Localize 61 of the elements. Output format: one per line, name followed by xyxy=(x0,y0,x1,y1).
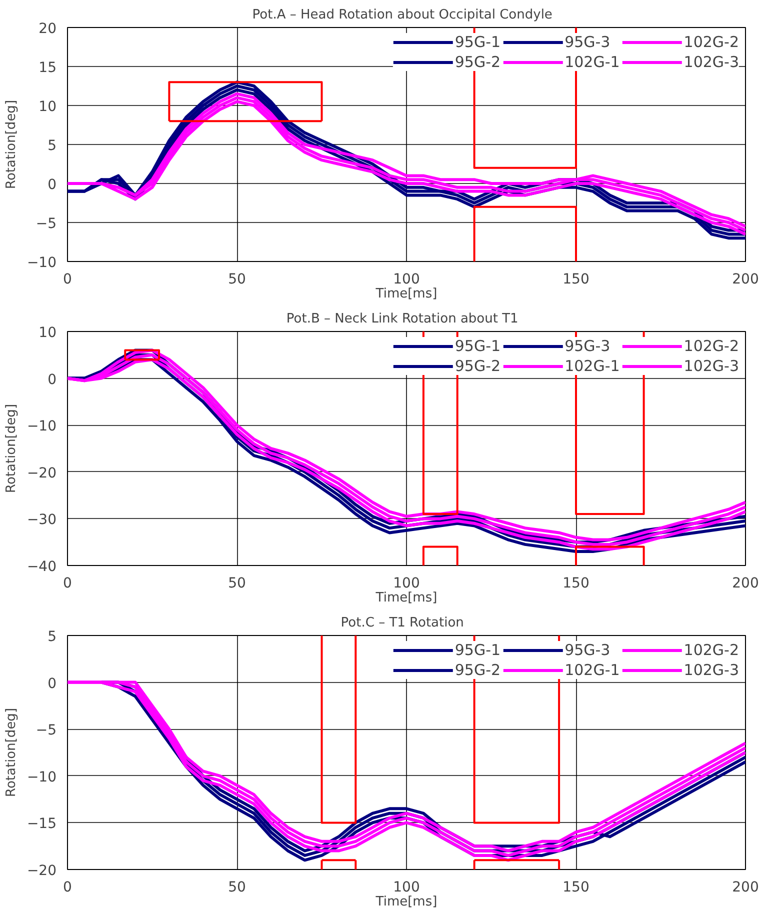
legend-label: 95G-1 xyxy=(454,641,501,659)
y-tick-label: 10 xyxy=(38,325,57,341)
x-tick-label: 150 xyxy=(562,272,590,288)
x-tick-label: 200 xyxy=(732,272,759,288)
y-tick-label: 0 xyxy=(48,676,57,692)
legend-label: 95G-2 xyxy=(454,53,501,71)
legend-label: 102G-3 xyxy=(684,661,739,679)
y-tick-label: 5 xyxy=(48,138,57,154)
x-tick-label: 100 xyxy=(393,272,420,288)
y-tick-label: −20 xyxy=(26,465,56,482)
y-tick-label: −10 xyxy=(26,255,56,271)
legend-label: 95G-1 xyxy=(454,33,501,51)
legend-label: 102G-2 xyxy=(684,337,739,355)
y-tick-label: −30 xyxy=(26,512,56,528)
x-tick-label: 0 xyxy=(63,880,72,896)
legend-label: 102G-3 xyxy=(684,357,739,375)
y-axis-title: Rotation[deg] xyxy=(4,708,19,798)
y-tick-label: −5 xyxy=(36,216,57,232)
y-tick-label: 10 xyxy=(38,99,57,115)
x-tick-label: 200 xyxy=(732,576,759,592)
legend-label: 102G-2 xyxy=(684,33,739,51)
legend-label: 102G-1 xyxy=(564,357,620,375)
y-tick-label: 5 xyxy=(48,629,57,645)
y-tick-label: 0 xyxy=(48,372,57,388)
x-tick-label: 0 xyxy=(63,272,72,288)
x-axis-title: Time[ms] xyxy=(374,894,438,910)
y-axis-title: Rotation[deg] xyxy=(4,100,19,190)
legend-label: 95G-3 xyxy=(564,641,610,659)
y-tick-label: −20 xyxy=(26,863,56,879)
chart-title: Pot.C – T1 Rotation xyxy=(340,616,464,630)
chart-title: Pot.A – Head Rotation about Occipital Condyle xyxy=(252,8,552,22)
x-tick-label: 50 xyxy=(228,576,246,592)
legend-label: 102G-2 xyxy=(684,641,739,659)
y-tick-label: −5 xyxy=(36,722,57,739)
x-tick-label: 50 xyxy=(228,272,246,288)
x-tick-label: 100 xyxy=(393,576,420,592)
legend-label: 102G-3 xyxy=(684,53,739,71)
chart-title: Pot.B – Neck Link Rotation about T1 xyxy=(286,312,518,326)
x-tick-label: 200 xyxy=(732,880,759,896)
legend-label: 95G-1 xyxy=(454,337,501,355)
legend-label: 102G-1 xyxy=(564,53,620,71)
x-axis-title: Time[ms] xyxy=(374,286,438,302)
y-tick-label: 20 xyxy=(38,21,57,37)
x-tick-label: 100 xyxy=(393,880,420,896)
y-tick-label: 0 xyxy=(48,177,57,193)
legend-label: 95G-2 xyxy=(454,357,501,375)
x-tick-label: 0 xyxy=(63,576,72,592)
y-tick-label: 15 xyxy=(38,60,57,76)
y-tick-label: −10 xyxy=(26,769,56,786)
legend-label: 95G-3 xyxy=(564,33,610,51)
x-tick-label: 150 xyxy=(562,576,590,592)
y-axis-title: Rotation[deg] xyxy=(4,404,19,494)
x-tick-label: 150 xyxy=(562,880,590,896)
y-tick-label: −40 xyxy=(26,559,56,575)
x-tick-label: 50 xyxy=(228,880,246,896)
y-tick-label: −15 xyxy=(26,816,56,832)
legend-label: 95G-2 xyxy=(454,661,501,679)
legend-label: 95G-3 xyxy=(564,337,610,355)
x-axis-title: Time[ms] xyxy=(374,590,438,606)
legend-label: 102G-1 xyxy=(564,661,620,679)
y-tick-label: −10 xyxy=(26,418,56,435)
